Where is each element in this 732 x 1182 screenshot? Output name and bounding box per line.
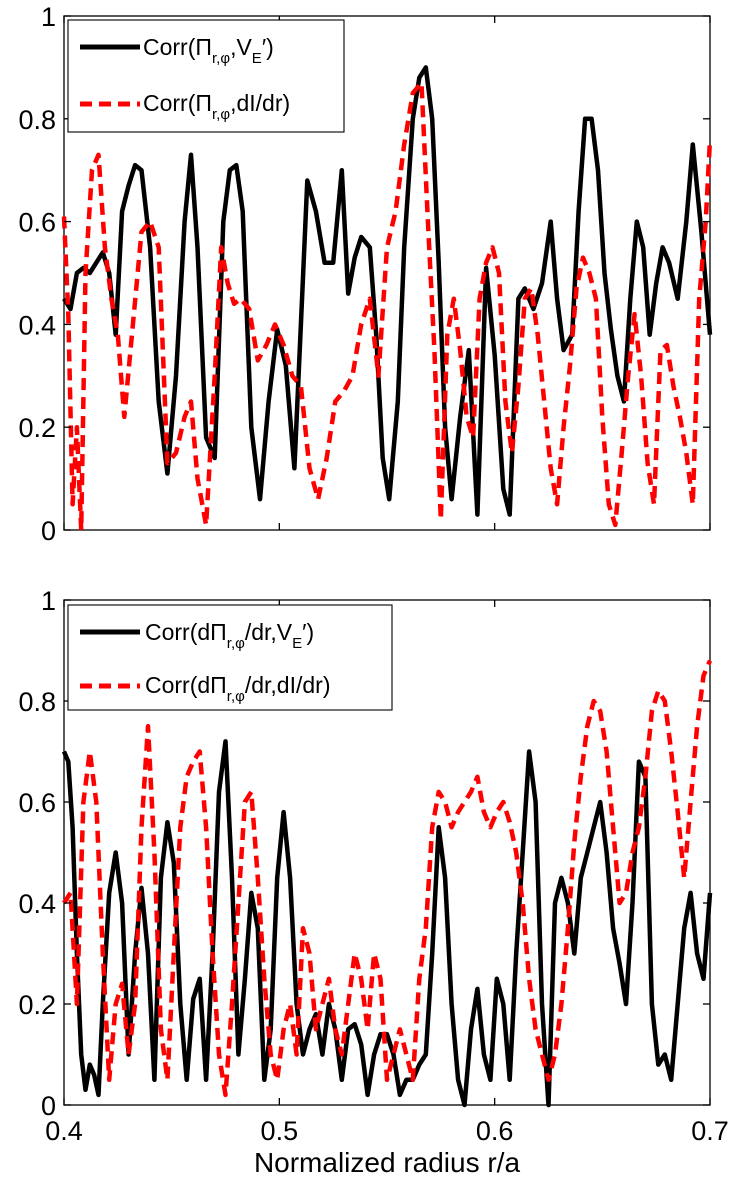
bottom-axes-layer: 0 0.2 0.4 0.6 0.8 1 0.4 0.5 0.6 0.7 — [18, 586, 728, 1146]
top-series-2-line — [61, 80, 713, 533]
bottom-ytick-label: 0.6 — [18, 788, 56, 818]
top-chart-panel: 0 0.2 0.4 0.6 0.8 1 Corr(Πr,φ,VE′) Corr(Πr,φ,… — [18, 2, 713, 546]
top-ytick-label: 0.4 — [18, 310, 56, 340]
top-axes-layer: 0 0.2 0.4 0.6 0.8 1 — [18, 2, 711, 546]
bottom-series-layer — [61, 659, 713, 1108]
bottom-legend-label-2: Corr(dΠr,φ/dr,dI/dr) — [145, 672, 331, 705]
bottom-ytick-label: 1 — [41, 586, 56, 616]
bottom-xtick-label: 0.4 — [45, 1116, 83, 1146]
bottom-ytick-label: 0 — [41, 1091, 56, 1121]
bottom-series-2-line — [62, 659, 713, 1098]
bottom-legend-label-1: Corr(dΠr,φ/dr,VE′) — [145, 619, 314, 652]
top-ytick-label: 1 — [41, 2, 56, 32]
top-legend: Corr(Πr,φ,VE′) Corr(Πr,φ,dI/dr) — [67, 19, 345, 133]
top-ytick-label: 0 — [41, 516, 56, 546]
bottom-legend-box — [67, 604, 393, 711]
top-legend-label-2: Corr(Πr,φ,dI/dr) — [143, 90, 290, 123]
bottom-chart-panel: 0 0.2 0.4 0.6 0.8 1 0.4 0.5 0.6 0.7 Corr(dΠr,φ/dr… — [18, 586, 728, 1178]
bottom-ytick-label: 0.4 — [18, 889, 56, 919]
top-series-1-line — [62, 65, 713, 517]
bottom-ytick-label: 0.2 — [18, 990, 56, 1020]
top-legend-label-1: Corr(Πr,φ,VE′) — [143, 34, 274, 67]
top-series-layer — [61, 65, 713, 533]
bottom-series-1-line — [61, 739, 713, 1108]
top-legend-box — [67, 19, 345, 133]
bottom-xtick-label: 0.6 — [476, 1116, 514, 1146]
top-ytick-label: 0.6 — [18, 208, 56, 238]
top-ytick-label: 0.2 — [18, 413, 56, 443]
bottom-xtick-label: 0.7 — [691, 1116, 729, 1146]
x-axis-title: Normalized radius r/a — [254, 1147, 521, 1178]
bottom-xtick-label: 0.5 — [261, 1116, 299, 1146]
bottom-legend: Corr(dΠr,φ/dr,VE′) Corr(dΠr,φ/dr,dI/dr) — [67, 604, 393, 711]
bottom-ytick-label: 0.8 — [18, 687, 56, 717]
top-ytick-label: 0.8 — [18, 105, 56, 135]
